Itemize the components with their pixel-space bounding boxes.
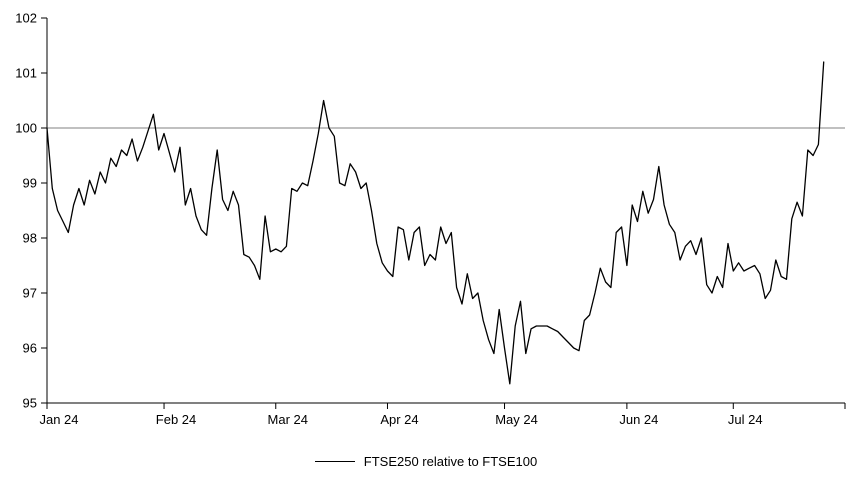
svg-text:Feb 24: Feb 24	[156, 412, 196, 427]
chart-legend: FTSE250 relative to FTSE100	[0, 454, 852, 469]
svg-text:98: 98	[23, 231, 37, 246]
legend-line-swatch	[314, 461, 355, 462]
svg-text:Jul 24: Jul 24	[728, 412, 763, 427]
svg-text:101: 101	[15, 66, 37, 81]
svg-text:May 24: May 24	[495, 412, 538, 427]
svg-text:102: 102	[15, 11, 37, 26]
series-line	[46, 61, 825, 385]
svg-text:Mar 24: Mar 24	[268, 412, 308, 427]
svg-text:97: 97	[23, 286, 37, 301]
chart-plot: 95 96 97 98 99 100 101 102 Jan 24 Feb 24 Mar 24 Ap…	[15, 11, 846, 427]
svg-text:95: 95	[23, 396, 37, 411]
svg-text:99: 99	[23, 176, 37, 191]
svg-text:96: 96	[23, 341, 37, 356]
legend-label: FTSE250 relative to FTSE100	[363, 454, 538, 469]
svg-text:100: 100	[15, 121, 37, 136]
svg-text:Apr 24: Apr 24	[380, 412, 418, 427]
x-axis: Jan 24 Feb 24 Mar 24 Apr 24 May 24 Jun 24 Jul …	[39, 402, 846, 427]
y-axis: 95 96 97 98 99 100 101 102	[15, 11, 48, 411]
svg-text:Jun 24: Jun 24	[619, 412, 658, 427]
svg-text:Jan 24: Jan 24	[39, 412, 78, 427]
